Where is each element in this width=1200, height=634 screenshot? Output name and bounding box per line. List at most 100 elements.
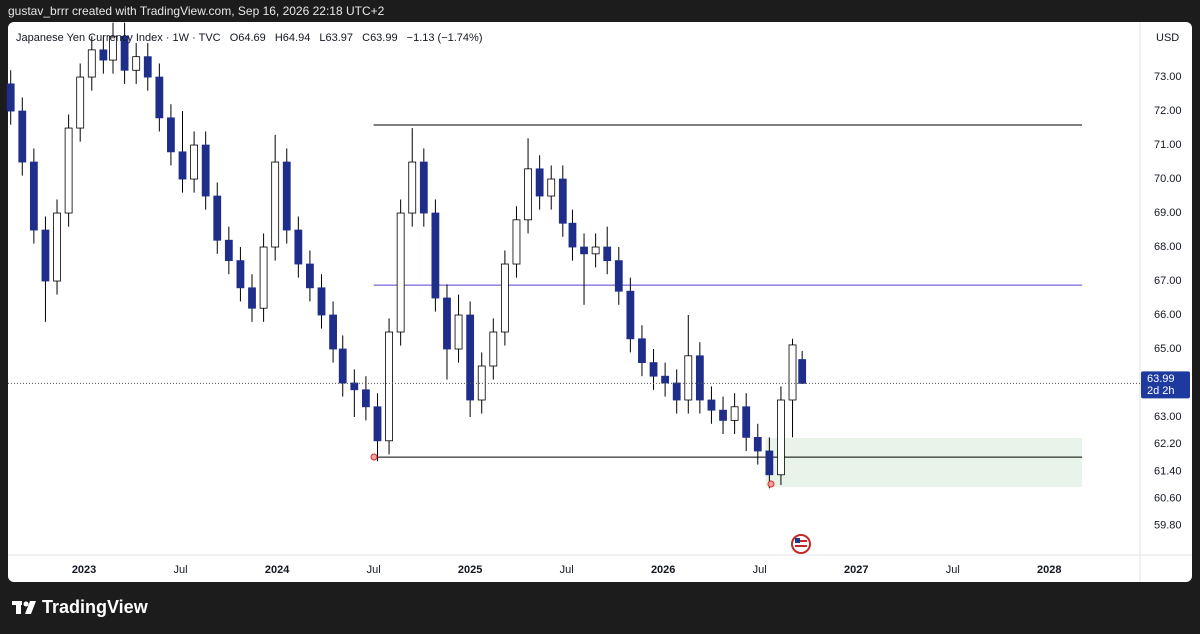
y-tick-label: 61.40: [1154, 465, 1182, 477]
candle-body: [317, 287, 326, 316]
y-tick-label: 60.60: [1154, 492, 1182, 504]
candle-body: [338, 348, 347, 384]
candle-body: [626, 290, 635, 340]
candle-body: [798, 359, 807, 384]
candle-body: [614, 260, 623, 292]
ohlc-value: 63.97: [326, 32, 354, 44]
y-tick-label: 65.00: [1154, 343, 1182, 355]
candle-body: [512, 219, 521, 265]
y-tick-label: 63.00: [1154, 411, 1182, 423]
countdown: 2d 2h: [1147, 385, 1175, 397]
low-marker: [370, 453, 378, 461]
currency: USD: [1156, 32, 1179, 44]
y-tick-label: 73.00: [1154, 71, 1182, 83]
brand: TradingView: [42, 597, 149, 617]
candle-body: [454, 314, 463, 350]
x-tick-label: Jul: [946, 564, 960, 576]
x-tick-label: 2027: [844, 564, 868, 576]
event-icon[interactable]: [791, 534, 811, 554]
candle-body: [271, 161, 280, 248]
y-tick-label: 72.00: [1154, 105, 1182, 117]
ohlc-key: C: [362, 32, 370, 44]
y-tick-label: 71.00: [1154, 139, 1182, 151]
candle-body: [558, 178, 567, 224]
candle-body: [742, 406, 751, 438]
x-tick-label: Jul: [367, 564, 381, 576]
candle-body: [396, 212, 405, 333]
candle-body: [524, 168, 532, 221]
candle-body: [649, 362, 658, 377]
candle-body: [18, 110, 27, 163]
candle-body: [777, 399, 785, 476]
ohlc-key: O: [230, 32, 239, 44]
candle-body: [547, 178, 556, 197]
x-tick-label: Jul: [174, 564, 188, 576]
chart-legend: Japanese Yen Currency Index · 1W · TVC O…: [16, 32, 483, 44]
candle-body: [224, 239, 233, 262]
candle-body: [306, 263, 314, 289]
y-tick-label: 59.80: [1154, 520, 1182, 532]
y-tick-label: 62.20: [1154, 438, 1182, 450]
price-label-box: [1141, 371, 1190, 399]
y-tick-label: 69.00: [1154, 207, 1182, 219]
candle-body: [443, 297, 451, 350]
candle-body: [236, 260, 245, 289]
candle-body: [329, 314, 337, 350]
candle-body: [431, 212, 440, 299]
x-tick-label: 2026: [651, 564, 675, 576]
y-tick-label: 66.00: [1154, 309, 1182, 321]
candle-body: [695, 355, 704, 401]
candle-body: [99, 49, 108, 61]
candle-body: [143, 56, 152, 78]
caption: gustav_brrr created with TradingView.com…: [8, 4, 385, 18]
candle-body: [568, 222, 577, 248]
candle-body: [64, 127, 73, 214]
candle-body: [385, 331, 393, 442]
candle-body: [719, 409, 727, 421]
y-tick-label: 70.00: [1154, 173, 1182, 185]
candle-body: [661, 375, 670, 384]
candle-body: [29, 161, 38, 231]
x-tick-label: Jul: [560, 564, 574, 576]
candle-body: [190, 144, 198, 180]
candle-body: [603, 246, 612, 262]
candle-body: [489, 331, 498, 367]
candle-body: [53, 212, 61, 282]
ohlc-value: 63.99: [370, 32, 398, 44]
candle-body: [155, 76, 164, 119]
symbol: Japanese Yen Currency Index · 1W · TVC: [16, 32, 221, 44]
candle-body: [535, 168, 544, 197]
candle-body: [259, 246, 268, 309]
low-marker: [767, 480, 775, 488]
candle-body: [408, 161, 417, 214]
brand-logo: [12, 601, 36, 614]
zone: [765, 438, 1083, 488]
chart-panel: [8, 22, 1192, 582]
candle-body: [109, 35, 117, 61]
candle-body: [730, 406, 739, 421]
candle-body: [707, 399, 716, 411]
candle-body: [765, 450, 774, 476]
candle-body: [6, 83, 15, 112]
candle-body: [373, 406, 382, 442]
candle-body: [500, 263, 509, 333]
candle-body: [178, 151, 187, 180]
ohlc-value: 64.94: [283, 32, 311, 44]
candle-body: [753, 436, 762, 452]
plot: 73.00 72.00 71.00 70.00 69.00 68.00 67.00 66.00…: [6, 22, 1192, 582]
candle-body: [167, 117, 175, 153]
ohlc-value: 64.69: [238, 32, 266, 44]
candle-body: [76, 76, 85, 129]
candle-body: [282, 161, 291, 231]
x-tick-label: 2028: [1037, 564, 1061, 576]
candle-body: [684, 355, 693, 401]
candle-body: [788, 344, 797, 401]
candle-body: [201, 144, 210, 197]
candle-body: [580, 246, 588, 255]
candle-body: [120, 35, 129, 71]
x-tick-label: 2023: [72, 564, 96, 576]
candle-body: [362, 389, 370, 408]
candle-body: [466, 314, 475, 401]
x-tick-label: 2024: [265, 564, 290, 576]
